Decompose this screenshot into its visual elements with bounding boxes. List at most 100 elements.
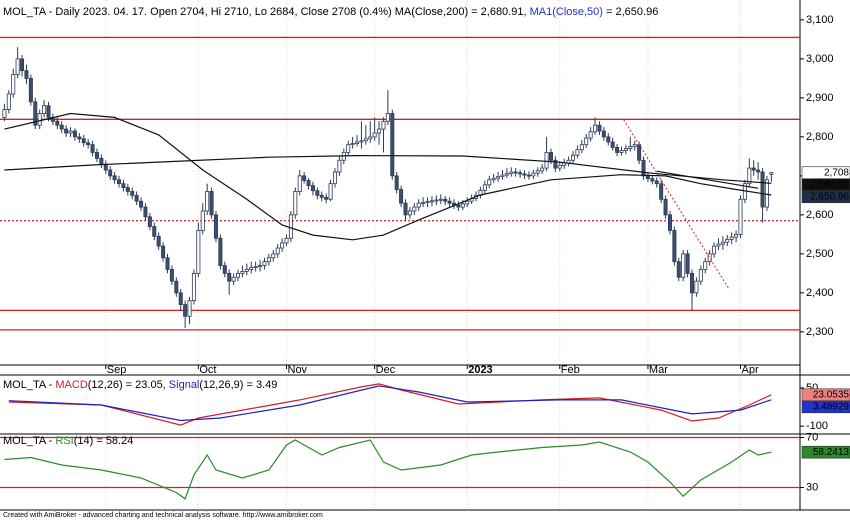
candle-body: [156, 235, 161, 247]
candle-body: [121, 183, 126, 188]
candle-body: [346, 144, 351, 153]
candle-body: [491, 177, 496, 181]
value-tag-label: 58.2413: [813, 447, 850, 458]
candle-body: [72, 130, 77, 138]
candle-body: [403, 202, 408, 216]
candle-body: [324, 196, 329, 200]
title-part: (12,26,9) = 3.49: [199, 379, 277, 391]
candle-body: [55, 120, 60, 126]
candle-body: [650, 178, 655, 182]
series-line: [4, 154, 772, 184]
candle-body: [685, 253, 690, 274]
candle-body: [359, 140, 364, 143]
candle-body: [368, 136, 373, 140]
candle-body: [337, 159, 342, 173]
candle-body: [756, 169, 761, 173]
candle-body: [456, 204, 461, 208]
candle-body: [531, 172, 536, 177]
candle-body: [236, 272, 241, 278]
y-tick-label: 2,400: [806, 287, 834, 299]
candle-body: [623, 148, 628, 151]
candle-body: [443, 198, 448, 202]
x-tick-label: Dec: [376, 364, 396, 376]
y-tick-label: -100: [806, 420, 828, 432]
candle-body: [288, 214, 293, 239]
candle-body: [540, 167, 545, 172]
footer: Created with AmiBroker - advanced charti…: [3, 512, 323, 519]
candle-body: [447, 200, 452, 204]
candle-body: [601, 130, 606, 138]
candle-body: [6, 93, 11, 110]
candle-body: [535, 170, 540, 174]
y-tick-label: 3,000: [806, 53, 834, 65]
value-tag-label: 2,708: [824, 167, 849, 178]
candle-body: [205, 191, 210, 212]
title-part: RSI: [55, 435, 73, 447]
candle-body: [161, 245, 166, 259]
candle-body: [694, 280, 699, 294]
candle-body: [355, 141, 360, 144]
candle-body: [518, 172, 523, 175]
candle-body: [244, 269, 249, 272]
candle-body: [734, 233, 739, 238]
candle-body: [15, 58, 20, 75]
candle-body: [500, 174, 505, 178]
candle-body: [152, 226, 157, 237]
candle-body: [2, 109, 7, 118]
candle-body: [64, 128, 69, 134]
candle-body: [628, 146, 633, 149]
candle-body: [421, 201, 426, 204]
candle-body: [319, 194, 324, 198]
candle-body: [266, 257, 271, 263]
candle-body: [42, 105, 47, 114]
candle-body: [33, 101, 38, 126]
candle-body: [262, 261, 267, 266]
candle-body: [438, 198, 443, 201]
candle-body: [513, 171, 518, 174]
candle-body: [90, 144, 95, 153]
candle-body: [191, 272, 196, 302]
x-tick-label: 2023: [468, 364, 492, 376]
candle-body: [610, 141, 615, 148]
candle-body: [59, 124, 64, 130]
candle-body: [20, 58, 25, 71]
candle-body: [310, 185, 315, 192]
candle-body: [597, 124, 602, 132]
candle-body: [315, 190, 320, 196]
candle-body: [575, 149, 580, 156]
x-tick-label: Apr: [741, 364, 758, 376]
candle-body: [425, 201, 430, 204]
candle-body: [399, 189, 404, 204]
y-tick-label: 3,100: [806, 14, 834, 26]
candle-body: [240, 271, 245, 274]
candle-body: [363, 138, 368, 142]
y-tick-label: 2,800: [806, 131, 834, 143]
candle-body: [588, 131, 593, 139]
candle-body: [293, 191, 298, 216]
candle-body: [24, 70, 29, 79]
candle-body: [125, 187, 130, 192]
series-line: [8, 385, 772, 422]
candle-body: [332, 171, 337, 185]
candle-body: [350, 143, 355, 146]
candle-body: [548, 152, 553, 161]
candle-body: [760, 171, 765, 208]
candle-body: [504, 173, 509, 176]
candle-body: [231, 276, 236, 282]
candle-body: [328, 183, 333, 200]
value-tag-label: 23.0535: [813, 389, 850, 400]
candle-body: [183, 304, 188, 317]
candle-body: [11, 74, 16, 95]
panel-title: MOL_TA - Daily 2023. 04. 17. Open 2704, …: [3, 6, 658, 18]
value-tag: [801, 445, 850, 459]
candle-body: [690, 272, 695, 294]
candle-body: [28, 77, 33, 103]
candle-body: [165, 257, 170, 270]
candle-body: [37, 113, 42, 126]
candle-body: [584, 137, 589, 146]
candle-body: [258, 265, 263, 267]
panel: 70 30 58.2413 MOL_TA - RSI(14) = 58.24: [0, 431, 850, 510]
title-part: = 2,650.96: [603, 6, 658, 18]
candle-body: [769, 172, 774, 175]
